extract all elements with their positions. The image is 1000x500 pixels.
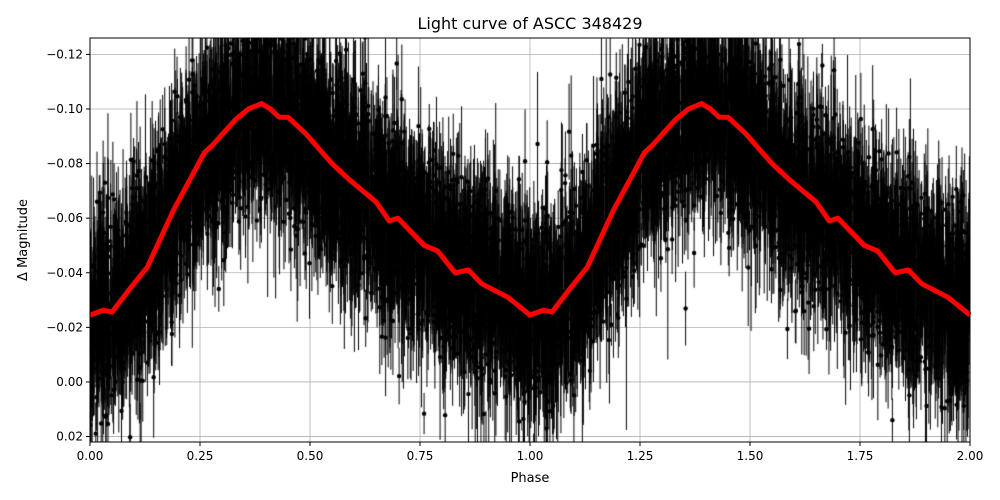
x-axis-label: Phase xyxy=(511,471,550,486)
x-tick-label: 0.50 xyxy=(297,449,324,463)
y-tick-label: −0.02 xyxy=(46,320,83,334)
y-tick-label: 0.02 xyxy=(56,430,83,444)
model-curve xyxy=(89,101,972,318)
x-tick-label: 1.00 xyxy=(517,449,544,463)
ticks: 0.00 0.25 0.50 0.75 1.00 1.25 1.50 1.75 2.00 −0.1… xyxy=(46,47,983,463)
y-tick-label: −0.10 xyxy=(46,102,83,116)
y-axis-label: Δ Magnitude xyxy=(16,199,31,281)
x-tick-label: 1.75 xyxy=(847,449,874,463)
x-tick-label: 0.25 xyxy=(187,449,214,463)
y-tick-label: 0.00 xyxy=(56,375,83,389)
y-tick-label: −0.12 xyxy=(46,47,83,61)
chart-title: Light curve of ASCC 348429 xyxy=(417,14,642,33)
y-tick-label: −0.04 xyxy=(46,266,83,280)
y-tick-label: −0.06 xyxy=(46,211,83,225)
x-tick-label: 0.75 xyxy=(407,449,434,463)
y-tick-label: −0.08 xyxy=(46,157,83,171)
x-tick-label: 1.25 xyxy=(627,449,654,463)
x-tick-label: 1.50 xyxy=(737,449,764,463)
x-tick-label: 0.00 xyxy=(77,449,104,463)
x-tick-label: 2.00 xyxy=(957,449,984,463)
axes-frame xyxy=(89,37,971,443)
observations-cloud xyxy=(90,38,970,442)
